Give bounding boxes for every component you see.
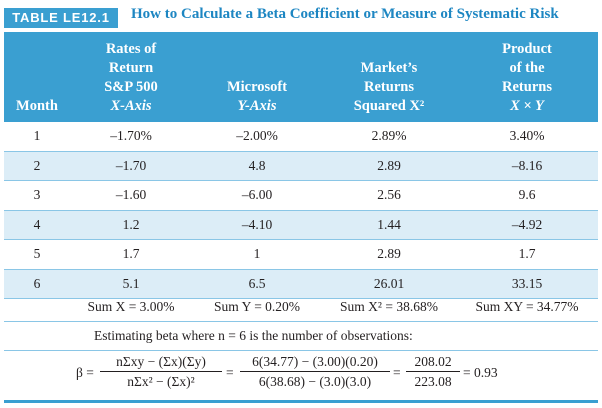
cell-month: 4 [33,216,41,232]
table-row: 1 –1.70% –2.00% 2.89% 3.40% [4,122,598,152]
sums-row: Sum X = 3.00% Sum Y = 0.20% Sum X² = 38.… [4,293,598,322]
header-month-line: Month [16,98,58,114]
general-numerator: nΣxy − (Σx)(Σy) [100,354,222,372]
cell-month: 2 [33,157,41,173]
table-row: 5 1.7 1 2.89 1.7 [4,240,598,270]
table-body: 1 –1.70% –2.00% 2.89% 3.40% 2 –1.70 4.8 … [4,122,598,299]
cell-market-squared: 2.89 [377,246,401,261]
cell-microsoft: 4.8 [248,157,266,173]
cell-market-squared: 2.56 [377,187,401,202]
sum-y: Sum Y = 0.20% [213,299,301,314]
header-sp500-line: Return [108,60,154,76]
header-product-line: Product [502,41,552,57]
beta-formula: β = nΣxy − (Σx)(Σy) nΣx² − (Σx)² = 6(34.… [4,351,598,399]
cell-microsoft: –6.00 [241,187,273,202]
cell-sp500: 1.7 [122,246,140,261]
substituted-fraction: 6(34.77) − (3.00)(0.20) 6(38.68) − (3.0)… [240,354,390,390]
table-row: 2 –1.70 4.8 2.89 –8.16 [4,151,598,181]
header-market-line: Market’s [360,60,418,76]
cell-month: 3 [33,187,41,202]
result-numerator: 208.02 [406,354,460,372]
table-row: 3 –1.60 –6.00 2.56 9.6 [4,181,598,211]
header-microsoft-line: Microsoft [226,79,288,95]
result-fraction: 208.02 223.08 [406,354,460,390]
cell-market-squared: 1.44 [377,216,401,232]
header-product-line: Returns [502,79,552,95]
header-sp500-axis: X-Axis [110,98,152,114]
beta-symbol: β = [76,365,94,380]
cell-sp500: –1.70 [115,157,147,173]
table-number-label: TABLE LE12.1 [4,8,118,28]
sum-x-squared: Sum X² = 38.68% [340,299,438,314]
cell-sp500: 5.1 [122,275,140,291]
cell-sp500: –1.70% [110,128,152,143]
header-microsoft-axis: Y-Axis [237,98,277,114]
equals-sign: = [393,365,401,380]
cell-market-squared: 26.01 [373,275,405,291]
equals-sign: = [226,365,234,380]
cell-microsoft: 1 [253,246,261,261]
cell-microsoft: –2.00% [236,128,278,143]
cell-sp500: –1.60 [115,187,147,202]
cell-product: 1.7 [518,246,536,261]
header-sp500-line: S&P 500 [104,79,158,95]
header-market-squared: Market’s Returns Squared X² [322,59,456,116]
cell-market-squared: 2.89 [377,157,401,173]
general-fraction: nΣxy − (Σx)(Σy) nΣx² − (Σx)² [100,354,222,390]
estimating-note: Estimating beta where n = 6 is the numbe… [94,328,413,343]
header-market-line: Returns [364,79,414,95]
cell-month: 1 [33,128,41,143]
cell-product: 33.15 [511,275,543,291]
header-product: Product of the Returns X × Y [456,40,598,116]
sum-xy: Sum XY = 34.77% [475,299,579,314]
header-microsoft: Microsoft Y-Axis [192,78,322,116]
header-product-line: of the [509,60,545,76]
table-row: 4 1.2 –4.10 1.44 –4.92 [4,210,598,240]
header-market-line: Squared X² [353,98,425,114]
table-header: Month Rates of Return S&P 500 X-Axis Mic… [4,32,598,122]
cell-product: 3.40% [509,128,545,143]
cell-month: 6 [33,275,41,291]
table-title: How to Calculate a Beta Coefficient or M… [131,6,559,22]
header-sp500: Rates of Return S&P 500 X-Axis [70,40,192,116]
beta-result: = 0.93 [463,365,498,380]
estimating-note-row: Estimating beta where n = 6 is the numbe… [4,322,598,351]
cell-product: –4.92 [511,216,543,232]
substituted-numerator: 6(34.77) − (3.00)(0.20) [240,354,390,372]
cell-microsoft: 6.5 [248,275,266,291]
cell-month: 5 [33,246,41,261]
cell-sp500: 1.2 [122,216,140,232]
table-row: 6 5.1 6.5 26.01 33.15 [4,269,598,299]
general-denominator: nΣx² − (Σx)² [127,374,195,389]
cell-product: –8.16 [511,157,543,173]
substituted-denominator: 6(38.68) − (3.0)(3.0) [258,374,372,389]
header-product-formula: X × Y [510,98,544,114]
bottom-rule [4,400,598,403]
cell-product: 9.6 [518,187,536,202]
header-sp500-line: Rates of [105,41,157,57]
header-month: Month [4,97,70,116]
cell-market-squared: 2.89% [371,128,407,143]
cell-microsoft: –4.10 [241,216,273,232]
result-denominator: 223.08 [414,374,452,389]
sum-x: Sum X = 3.00% [87,299,175,314]
table-title-bar: TABLE LE12.1 How to Calculate a Beta Coe… [0,0,602,32]
